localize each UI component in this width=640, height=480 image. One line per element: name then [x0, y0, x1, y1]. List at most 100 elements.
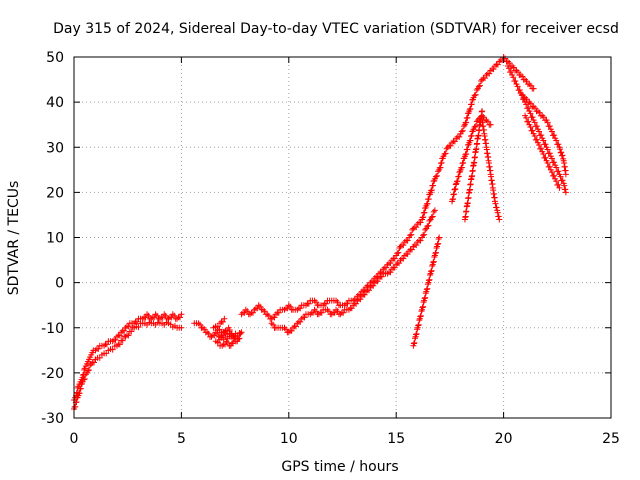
data-point	[413, 330, 420, 337]
data-point	[468, 132, 475, 139]
data-point	[301, 314, 308, 321]
data-point	[548, 128, 555, 135]
data-point	[205, 330, 212, 337]
data-point	[546, 163, 553, 170]
data-point	[103, 350, 110, 357]
data-point	[479, 108, 486, 115]
data-point	[401, 252, 408, 259]
data-point	[533, 136, 540, 143]
data-point	[433, 244, 440, 251]
data-point	[337, 311, 344, 318]
data-point	[527, 123, 534, 130]
data-point	[551, 159, 558, 166]
data-point	[557, 146, 564, 153]
data-point	[508, 68, 515, 75]
data-point	[145, 312, 152, 319]
data-point	[562, 171, 569, 178]
data-point	[464, 146, 471, 153]
data-point	[441, 151, 448, 158]
data-point	[270, 321, 277, 328]
data-point	[553, 137, 560, 144]
data-point	[555, 168, 562, 175]
data-point	[87, 362, 94, 369]
data-point	[242, 306, 249, 313]
data-point	[135, 324, 142, 331]
data-marks	[71, 54, 569, 412]
y-tick-label: 20	[46, 185, 64, 201]
data-point	[387, 260, 394, 267]
data-point	[495, 213, 502, 220]
data-point	[400, 242, 407, 249]
data-point	[494, 209, 501, 216]
data-point	[426, 217, 433, 224]
data-point	[419, 304, 426, 311]
data-point	[531, 119, 538, 126]
data-point	[86, 366, 93, 373]
data-point	[264, 311, 271, 318]
data-point	[505, 65, 512, 72]
data-point	[284, 305, 291, 312]
data-point	[540, 151, 547, 158]
data-point	[414, 326, 421, 333]
data-point	[431, 207, 438, 214]
data-point	[391, 255, 398, 262]
data-point	[397, 257, 404, 264]
data-point	[527, 82, 534, 89]
data-point	[410, 225, 417, 232]
data-point	[531, 132, 538, 139]
data-point	[559, 152, 566, 159]
data-point	[422, 294, 429, 301]
data-point	[169, 311, 176, 318]
data-point	[559, 177, 566, 184]
chart-title: Day 315 of 2024, Sidereal Day-to-day VTE…	[53, 21, 619, 37]
data-point	[451, 138, 458, 145]
data-point	[478, 78, 485, 85]
data-point	[116, 332, 123, 339]
y-tick-label: 10	[46, 231, 64, 247]
data-point	[333, 306, 340, 313]
data-point	[463, 119, 470, 126]
data-point	[371, 279, 378, 286]
data-point	[561, 182, 568, 189]
data-point	[496, 216, 503, 223]
data-point	[475, 83, 482, 90]
data-point	[378, 273, 385, 280]
data-point	[430, 182, 437, 189]
data-point	[228, 333, 235, 340]
data-point	[219, 318, 226, 325]
data-point	[460, 159, 467, 166]
data-point	[395, 249, 402, 256]
data-point	[313, 308, 320, 315]
data-point	[116, 341, 123, 348]
data-point	[400, 255, 407, 262]
y-tick-label: 40	[46, 95, 64, 111]
data-point	[122, 324, 129, 331]
data-point	[174, 315, 181, 322]
data-point	[82, 371, 89, 378]
data-point	[396, 260, 403, 267]
data-point	[472, 91, 479, 98]
x-tick-label: 5	[177, 431, 186, 447]
data-point	[479, 76, 486, 83]
data-point	[311, 306, 318, 313]
data-point	[420, 303, 427, 310]
data-point	[542, 141, 549, 148]
data-point	[514, 83, 521, 90]
data-point	[487, 121, 494, 128]
data-point	[540, 114, 547, 121]
data-point	[546, 150, 553, 157]
x-tick-label: 10	[280, 431, 298, 447]
data-point	[224, 331, 231, 338]
data-point	[527, 100, 534, 107]
data-point	[435, 240, 442, 247]
data-point	[409, 226, 416, 233]
data-point	[285, 329, 292, 336]
data-point	[214, 323, 221, 330]
data-point	[255, 302, 262, 309]
data-point	[548, 169, 555, 176]
data-point	[354, 297, 361, 304]
data-point	[84, 367, 91, 374]
data-point	[553, 178, 560, 185]
data-point	[490, 66, 497, 73]
data-point	[481, 75, 488, 82]
